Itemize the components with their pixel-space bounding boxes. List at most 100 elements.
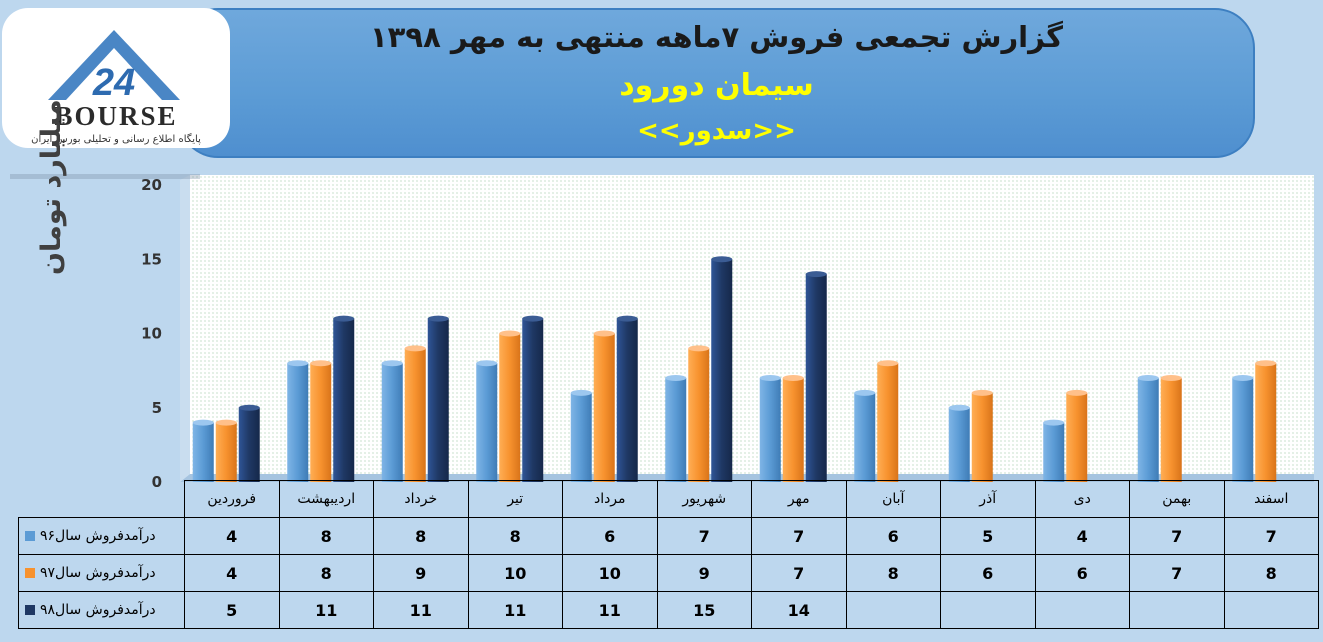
value-cell: 9 bbox=[656, 554, 752, 592]
bar-body bbox=[1066, 392, 1088, 482]
value-cell: 6 bbox=[845, 517, 941, 555]
series-name: درآمدفروش سال۹۶ bbox=[40, 528, 156, 544]
category-label: فروردین bbox=[184, 480, 280, 518]
bar-series-96 bbox=[1043, 419, 1065, 482]
bar-cap bbox=[805, 271, 827, 278]
value-cell bbox=[1223, 591, 1319, 629]
bar-body bbox=[854, 392, 876, 482]
bar-body bbox=[971, 392, 993, 482]
category-label: تیر bbox=[467, 480, 563, 518]
value-cell bbox=[940, 591, 1036, 629]
table-row-series-98: درآمدفروش سال۹۸ 5 11 11 11 11 15 14 bbox=[18, 591, 1319, 629]
bar-series-97 bbox=[971, 389, 993, 482]
value-cell: 8 bbox=[373, 517, 469, 555]
bar-series-96 bbox=[1232, 375, 1254, 482]
value-cell: 5 bbox=[184, 591, 280, 629]
bar-cap bbox=[570, 389, 592, 396]
bar-body bbox=[782, 378, 804, 482]
value-cell: 11 bbox=[562, 591, 658, 629]
value-cell: 9 bbox=[373, 554, 469, 592]
bar-series-96 bbox=[381, 360, 403, 482]
bar-body bbox=[1232, 378, 1254, 482]
value-cell: 10 bbox=[467, 554, 563, 592]
bar-cap bbox=[1160, 375, 1182, 382]
bar-cap bbox=[404, 345, 426, 352]
bar-cap bbox=[665, 375, 687, 382]
bar-body bbox=[404, 348, 426, 482]
bar-series-97 bbox=[593, 330, 615, 482]
bar-body bbox=[381, 363, 403, 482]
bar-body bbox=[805, 274, 827, 482]
bar-cap bbox=[854, 389, 876, 396]
bar-body bbox=[476, 363, 498, 482]
bar-body bbox=[711, 259, 733, 482]
bar-cap bbox=[782, 375, 804, 382]
bar-series-97 bbox=[1160, 375, 1182, 482]
bar-series-98 bbox=[711, 256, 733, 482]
bar-body bbox=[616, 318, 638, 482]
bar-series-97 bbox=[1066, 389, 1088, 482]
bar-series-97 bbox=[782, 375, 804, 482]
bar-cap bbox=[711, 256, 733, 263]
category-label: شهریور bbox=[656, 480, 752, 518]
bar-body bbox=[427, 318, 449, 482]
bar-body bbox=[333, 318, 355, 482]
header-banner: گزارش تجمعی فروش ۷ماهه منتهی به مهر ۱۳۹۸… bbox=[178, 8, 1255, 158]
data-table: فروردین اردیبهشت خرداد تیر مرداد شهریور مهر آبا… bbox=[18, 480, 1319, 629]
logo: 24 BOURSE پایگاه اطلاع رسانی و تحلیلی بو… bbox=[2, 8, 230, 148]
bar-cap bbox=[616, 315, 638, 322]
value-cell: 7 bbox=[751, 554, 847, 592]
value-cell bbox=[1129, 591, 1225, 629]
bar-series-96 bbox=[854, 389, 876, 482]
value-cell: 8 bbox=[278, 554, 374, 592]
bar-cap bbox=[688, 345, 710, 352]
legend-swatch bbox=[25, 531, 35, 541]
bar-body bbox=[1137, 378, 1159, 482]
legend-swatch bbox=[25, 568, 35, 578]
bar-body bbox=[238, 407, 260, 482]
bar-cap bbox=[971, 389, 993, 396]
category-label: اردیبهشت bbox=[278, 480, 374, 518]
series-label: درآمدفروش سال۹۸ bbox=[18, 591, 185, 629]
series-name: درآمدفروش سال۹۸ bbox=[40, 602, 156, 618]
bar-cap bbox=[877, 360, 899, 367]
bar-cap bbox=[381, 360, 403, 367]
bar-cap bbox=[192, 419, 214, 426]
bar-series-97 bbox=[310, 360, 332, 482]
logo-brand: BOURSE bbox=[54, 101, 177, 131]
series-name: درآمدفروش سال۹۷ bbox=[40, 565, 156, 581]
bar-cap bbox=[1255, 360, 1277, 367]
ticker-symbol: <<سدور>> bbox=[637, 116, 796, 146]
bar-series-97 bbox=[499, 330, 521, 482]
value-cell: 8 bbox=[278, 517, 374, 555]
bar-body bbox=[948, 407, 970, 482]
category-label: بهمن bbox=[1129, 480, 1225, 518]
logo-reflection bbox=[10, 174, 200, 179]
bar-cap bbox=[310, 360, 332, 367]
bar-series-97 bbox=[215, 419, 237, 482]
value-cell: 5 bbox=[940, 517, 1036, 555]
bar-series-97 bbox=[1255, 360, 1277, 482]
bar-body bbox=[215, 422, 237, 482]
table-row-series-97: درآمدفروش سال۹۷ 4 8 9 10 10 9 7 8 6 6 7 8 bbox=[18, 554, 1319, 592]
bar-body bbox=[1160, 378, 1182, 482]
y-tick-label: 10 bbox=[141, 325, 162, 343]
bar-series-97 bbox=[404, 345, 426, 482]
bar-cap bbox=[476, 360, 498, 367]
bar-cap bbox=[593, 330, 615, 337]
value-cell: 15 bbox=[656, 591, 752, 629]
bar-cap bbox=[427, 315, 449, 322]
value-cell: 8 bbox=[467, 517, 563, 555]
bar-body bbox=[665, 378, 687, 482]
bar-cap bbox=[759, 375, 781, 382]
logo-number: 24 bbox=[92, 62, 135, 104]
bar-cap bbox=[215, 419, 237, 426]
bar-series-96 bbox=[192, 419, 214, 482]
value-cell: 8 bbox=[1223, 554, 1319, 592]
bar-cap bbox=[522, 315, 544, 322]
table-row-series-96: درآمدفروش سال۹۶ 4 8 8 8 6 7 7 6 5 4 7 7 bbox=[18, 517, 1319, 555]
value-cell: 11 bbox=[278, 591, 374, 629]
bar-cap bbox=[238, 404, 260, 411]
value-cell: 4 bbox=[184, 517, 280, 555]
category-label: اسفند bbox=[1223, 480, 1319, 518]
